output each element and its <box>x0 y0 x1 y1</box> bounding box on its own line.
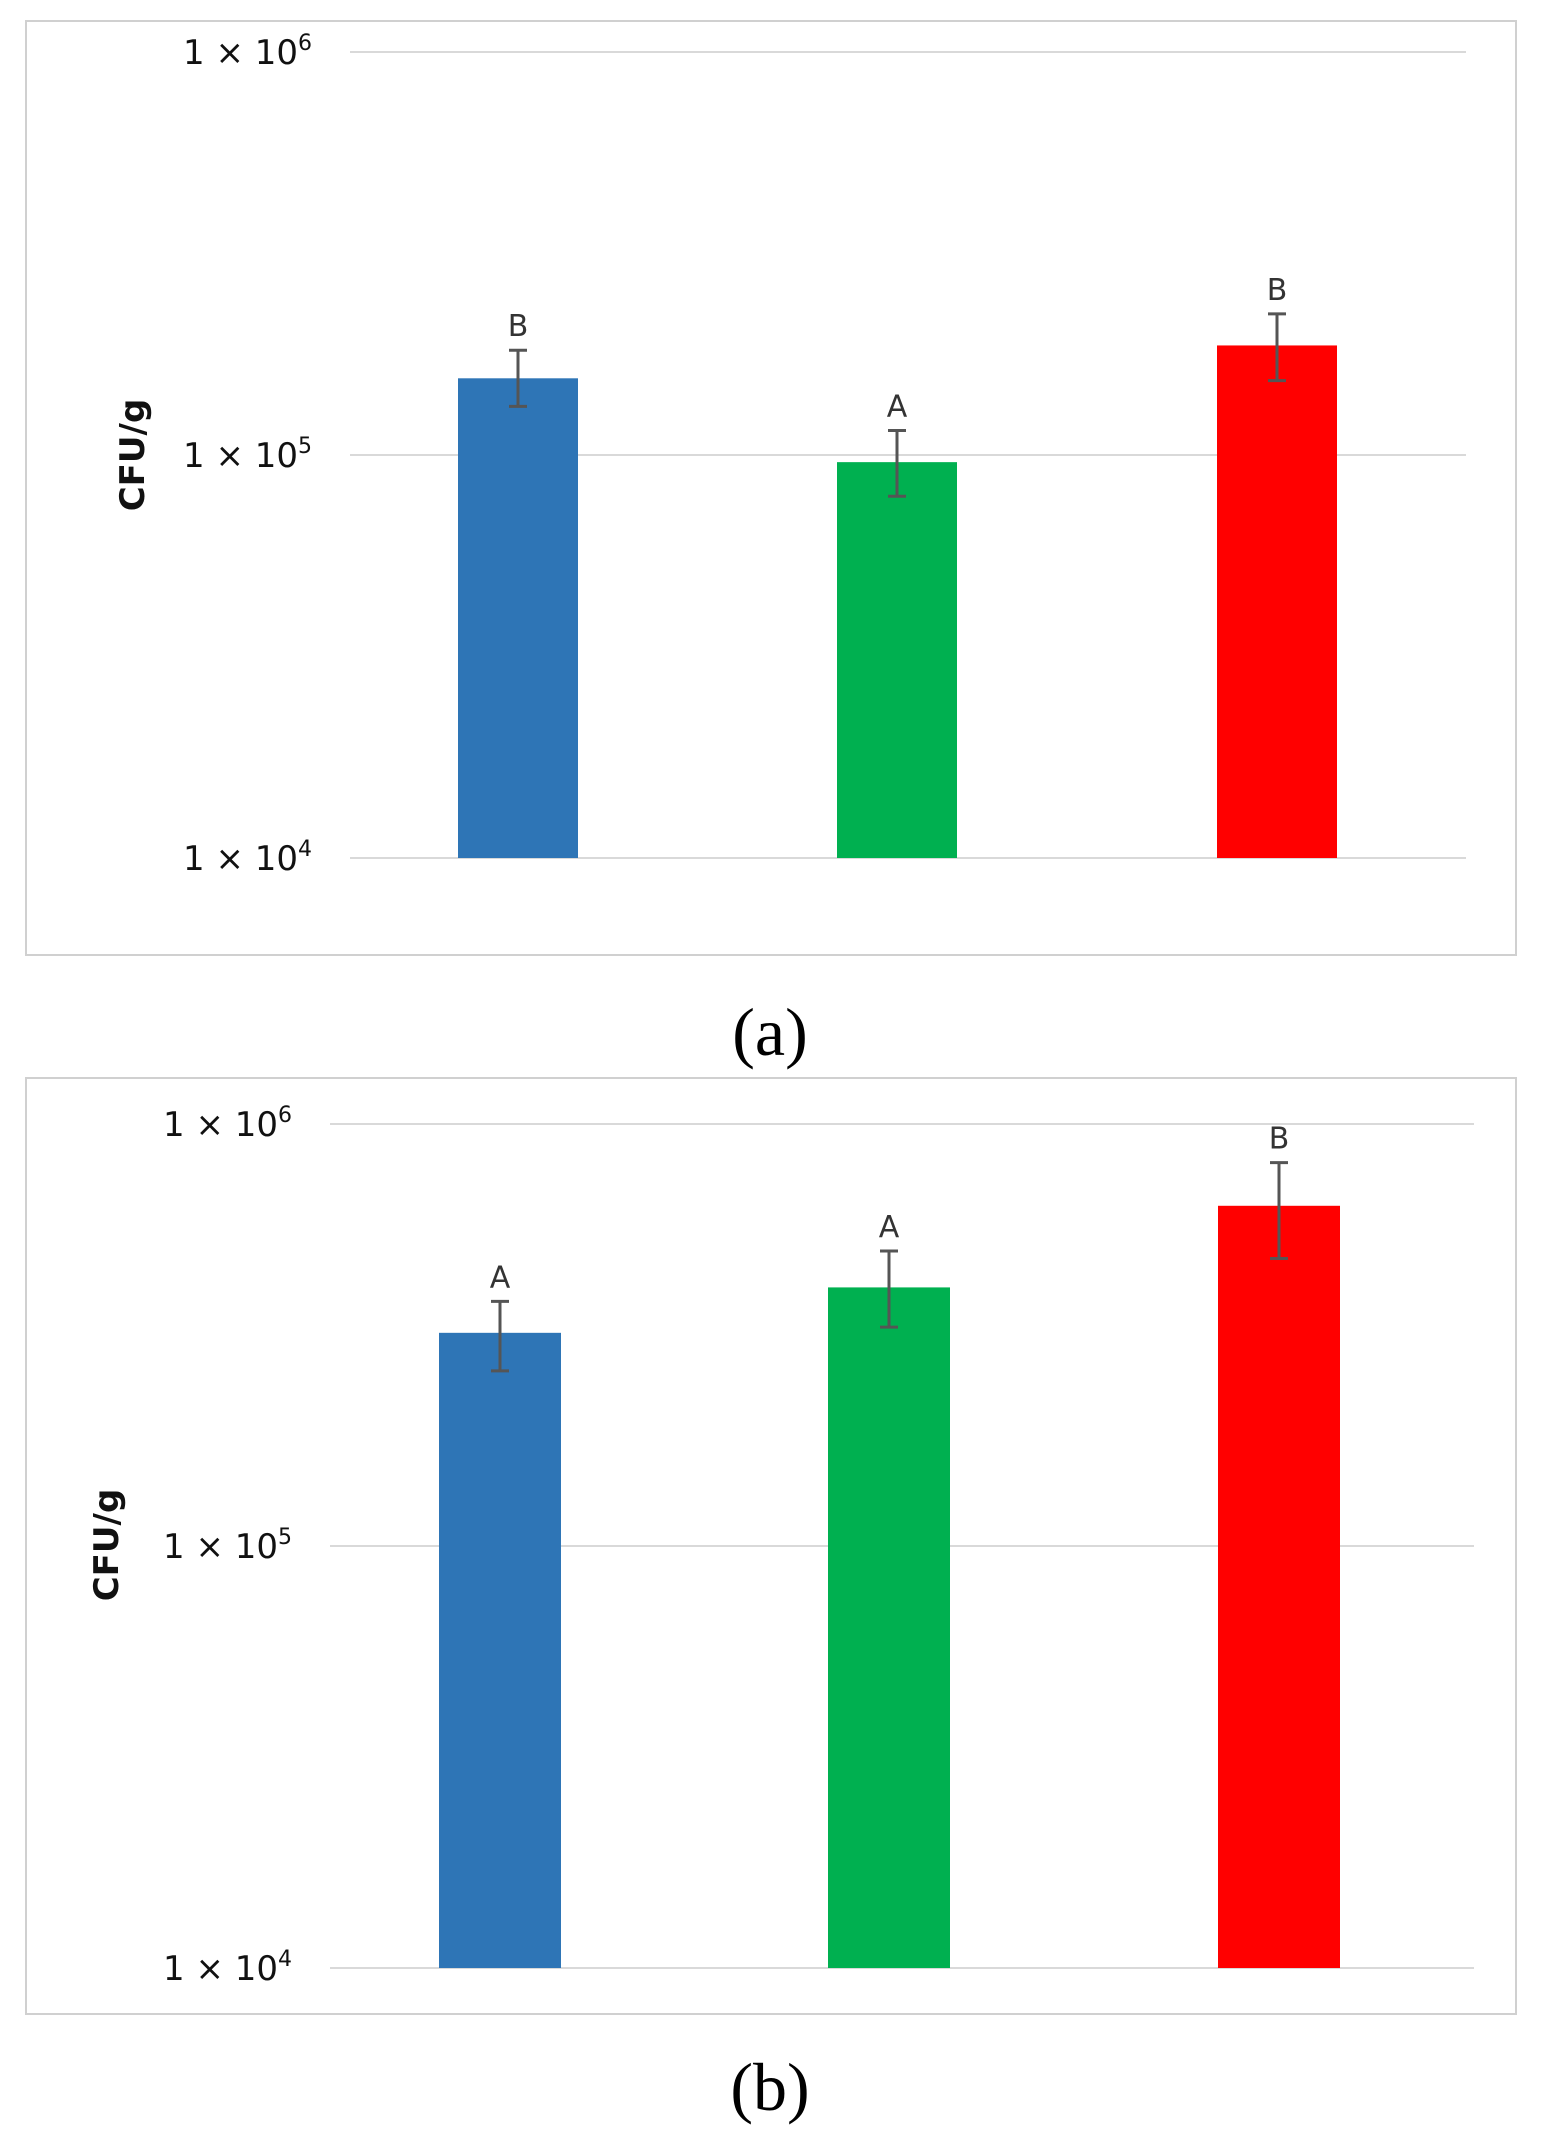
y-tick-label: 1 × 105 <box>183 434 312 476</box>
panel-a-error-bars <box>509 312 1286 498</box>
error-bar <box>491 1299 509 1373</box>
bar <box>1218 1205 1340 1968</box>
y-tick-label: 1 × 104 <box>183 837 312 879</box>
panel-a-significance-labels: B A B <box>508 273 1288 425</box>
panel-a-y-axis-label: CFU/g <box>113 399 153 512</box>
panel-a-chart: 1 × 106 1 × 105 1 × 104 B A B CFU/g <box>25 20 1517 956</box>
panel-b-chart: 1 × 106 1 × 105 1 × 104 A A B CFU/g <box>25 1077 1517 2015</box>
panel-a-bars <box>458 345 1337 858</box>
panel-b-bars <box>439 1205 1340 1968</box>
error-bar <box>509 348 527 408</box>
error-bar <box>888 429 906 498</box>
panel-a-yticks: 1 × 106 1 × 105 1 × 104 <box>183 31 312 879</box>
y-tick-label: 1 × 106 <box>183 31 312 73</box>
error-bar <box>1270 1161 1288 1261</box>
significance-label: B <box>1269 1122 1290 1157</box>
significance-label: A <box>490 1260 511 1295</box>
bar <box>837 462 957 858</box>
significance-label: B <box>1267 273 1288 308</box>
panel-b-caption: (b) <box>730 2049 809 2125</box>
panel-b-y-axis-label: CFU/g <box>87 1489 127 1602</box>
panel-b-error-bars <box>491 1161 1288 1373</box>
significance-label: A <box>879 1210 900 1245</box>
error-bar <box>1268 312 1286 383</box>
bar <box>458 378 578 858</box>
y-tick-label: 1 × 105 <box>163 1525 292 1567</box>
panel-b-yticks: 1 × 106 1 × 105 1 × 104 <box>163 1103 292 1989</box>
bar <box>828 1287 950 1968</box>
panel-b-significance-labels: A A B <box>490 1122 1290 1296</box>
significance-label: A <box>887 390 908 425</box>
error-bar <box>880 1249 898 1329</box>
y-tick-label: 1 × 106 <box>163 1103 292 1145</box>
y-tick-label: 1 × 104 <box>163 1947 292 1989</box>
bar <box>1217 345 1337 858</box>
bar <box>439 1332 561 1968</box>
significance-label: B <box>508 309 529 344</box>
panel-a-caption: (a) <box>732 994 807 1070</box>
